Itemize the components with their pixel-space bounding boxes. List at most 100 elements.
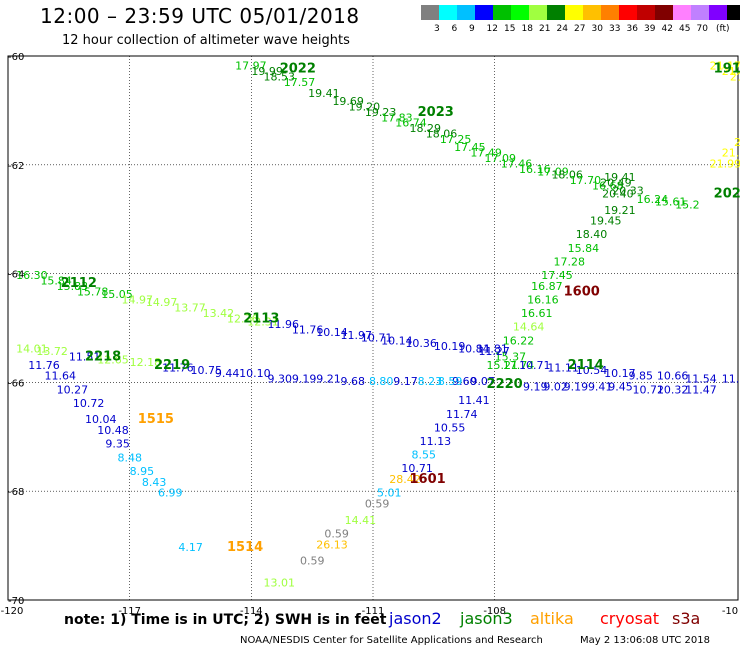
wave-height-value: 18.53 — [264, 70, 296, 83]
color-swatch — [601, 5, 619, 20]
color-scale-label: 36 — [626, 24, 638, 34]
wave-height-value: 12.65 — [97, 353, 129, 366]
wave-height-value: 17.28 — [553, 255, 585, 268]
legend-entry-s3a: s3a — [672, 609, 701, 628]
color-scale-label: 6 — [451, 24, 458, 34]
wave-height-value: 10.04 — [85, 413, 117, 426]
wave-height-value: 10.10 — [239, 367, 271, 380]
wave-height-value: 21.83 — [722, 147, 740, 160]
legend-entry-cryosat: cryosat — [600, 609, 660, 628]
y-tick-label: -60 — [8, 52, 24, 63]
wave-height-value: 0.59 — [365, 498, 390, 511]
wave-height-value: 10.72 — [633, 383, 665, 396]
legend-entry-jason2: jason2 — [389, 609, 442, 628]
track-time-label: 1918 — [714, 61, 740, 76]
wave-height-value: 11.76 — [292, 323, 324, 336]
wave-height-value: 14.41 — [345, 514, 377, 527]
wave-height-value: 19.45 — [590, 215, 622, 228]
color-swatch — [565, 5, 583, 20]
wave-height-value: 11.51 — [69, 351, 101, 364]
wave-height-value: 20.40 — [602, 187, 634, 200]
wave-height-value: 21.92 — [730, 70, 740, 83]
wave-height-value: 19.21 — [604, 204, 636, 217]
wave-height-value: 8.48 — [118, 451, 143, 464]
wave-height-value: 11.76 — [28, 359, 60, 372]
color-swatch — [619, 5, 637, 20]
color-swatch — [691, 5, 709, 20]
color-scale-label: 45 — [679, 24, 691, 34]
wave-height-value: 10.66 — [657, 370, 689, 383]
wave-height-value: 20.49 — [600, 177, 632, 190]
wave-height-value: 0.59 — [324, 527, 349, 540]
wave-height-value: 16.74 — [395, 117, 427, 130]
wave-height-value: 11.54 — [685, 372, 717, 385]
color-scale-label: 33 — [609, 24, 621, 34]
y-tick-label: -70 — [8, 596, 24, 607]
color-scale-label: 18 — [521, 24, 533, 34]
color-scale-label: 39 — [644, 24, 656, 34]
wave-height-value: 9.30 — [268, 372, 293, 385]
wave-height-value: 9.45 — [608, 381, 633, 394]
color-scale-label: 15 — [504, 24, 516, 34]
wave-height-value: 11.64 — [45, 370, 77, 383]
wave-height-value: 12.76 — [227, 313, 259, 326]
color-swatch — [727, 5, 740, 20]
wave-height-value: 8.23 — [418, 375, 443, 388]
wave-height-value: 21.84 — [722, 65, 740, 78]
track-time-label: 1515 — [138, 412, 174, 427]
wave-height-value: 10.55 — [434, 421, 466, 434]
wave-height-value: 17.83 — [381, 111, 413, 124]
wave-height-value: 16.24 — [637, 193, 669, 206]
wave-height-value: 11.76 — [162, 362, 194, 375]
wave-height-value: 9.02 — [543, 381, 568, 394]
track-time-label: 2112 — [61, 276, 97, 291]
wave-height-value: 16.30 — [16, 269, 48, 282]
color-swatch — [529, 5, 547, 20]
wave-height-value: 9.21 — [316, 372, 341, 385]
wave-height-value: 15.37 — [495, 351, 526, 364]
wave-height-value: 9.68 — [341, 375, 366, 388]
color-scale-label: 27 — [574, 24, 586, 34]
wave-height-value: 19.99 — [251, 65, 282, 78]
wave-height-value: 17.45 — [454, 141, 486, 154]
wave-height-value: 18.06 — [426, 128, 458, 141]
wave-height-value: 8.95 — [130, 465, 155, 478]
wave-height-value: 11.11 — [547, 362, 579, 375]
wave-height-value: 6.99 — [158, 487, 183, 500]
color-scale-label: 21 — [539, 24, 551, 34]
wave-height-value: 15.61 — [655, 196, 687, 209]
wave-height-value: 10.72 — [73, 397, 105, 410]
wave-height-value: 10.19 — [434, 340, 466, 353]
legend-entry-altika: altika — [530, 609, 574, 628]
wave-height-value: 15.21 — [487, 359, 519, 372]
wave-height-value: 10.14 — [381, 334, 413, 347]
wave-height-value: 19.41 — [604, 171, 636, 184]
wave-height-value: 16.68 — [592, 179, 624, 192]
x-tick-label: -111 — [362, 606, 385, 617]
wave-height-value: 9.35 — [105, 438, 130, 451]
color-scale-bar — [421, 5, 740, 21]
wave-height-value: 11.13 — [420, 435, 452, 448]
wave-height-value: 10.75 — [191, 364, 223, 377]
wave-height-value: 11.41 — [458, 394, 490, 407]
wave-height-value: 11.47 — [685, 383, 717, 396]
wave-height-value: 16.61 — [521, 307, 553, 320]
wave-height-value: 17.74 — [503, 359, 535, 372]
wave-height-value: 11.97 — [341, 329, 373, 342]
color-swatch — [457, 5, 475, 20]
wave-height-value: 16.22 — [503, 334, 535, 347]
wave-height-value: 9.07 — [470, 375, 495, 388]
wave-height-value: 11.96 — [268, 318, 300, 331]
wave-height-value: 20.33 — [612, 185, 644, 198]
wave-height-value: 21.17 — [710, 60, 740, 73]
wave-height-value: 12.31 — [247, 315, 279, 328]
track-time-label: 1601 — [410, 472, 446, 487]
y-tick-label: -66 — [8, 378, 24, 389]
wave-height-value: 9.17 — [393, 375, 418, 388]
wave-height-value: 10.27 — [57, 383, 89, 396]
wave-height-value: 13.77 — [174, 302, 206, 315]
track-time-label: 2113 — [243, 312, 279, 327]
wave-height-value: 14.64 — [513, 321, 545, 334]
track-time-label: 2219 — [154, 358, 190, 373]
